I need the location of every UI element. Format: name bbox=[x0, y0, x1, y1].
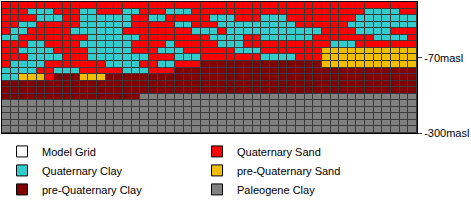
svg-text:Model Grid: Model Grid bbox=[42, 146, 96, 158]
svg-text:Quaternary Clay: Quaternary Clay bbox=[42, 165, 123, 177]
svg-text:Paleogene Clay: Paleogene Clay bbox=[237, 184, 315, 196]
svg-text:pre-Quaternary Sand: pre-Quaternary Sand bbox=[237, 165, 340, 177]
svg-text:-300masl: -300masl bbox=[424, 127, 469, 139]
svg-text:pre-Quaternary Clay: pre-Quaternary Clay bbox=[42, 184, 142, 196]
svg-text:Quaternary Sand: Quaternary Sand bbox=[237, 146, 321, 158]
svg-text:-70masl: -70masl bbox=[424, 52, 463, 64]
